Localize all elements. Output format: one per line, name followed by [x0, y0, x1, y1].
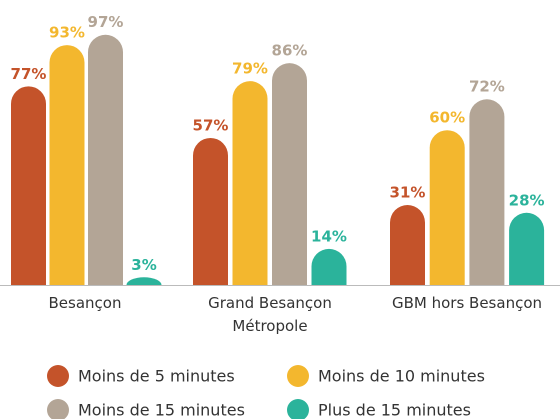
bar [49, 45, 85, 286]
legend-marker [287, 399, 309, 419]
value-label: 28% [509, 191, 545, 209]
legend-marker [287, 365, 309, 387]
legend-label: Plus de 15 minutes [318, 401, 471, 419]
bar [272, 63, 307, 286]
bar [469, 99, 505, 286]
value-label: 77% [11, 65, 47, 83]
value-label: 86% [272, 42, 308, 60]
bar [193, 137, 228, 285]
value-label: 60% [429, 109, 465, 127]
bar [126, 277, 162, 285]
legend-marker [47, 399, 69, 419]
value-label: 79% [232, 60, 268, 78]
value-label: 93% [49, 24, 85, 42]
legend-marker [47, 365, 69, 387]
bar [509, 212, 545, 285]
legend-label: Moins de 15 minutes [78, 401, 245, 419]
legend-label: Moins de 10 minutes [318, 367, 485, 386]
bar [311, 248, 347, 285]
bar [232, 81, 268, 286]
bar [390, 205, 425, 285]
category-label: GBM hors Besançon [391, 294, 543, 312]
category-label: Grand Besançon Métropole [208, 294, 332, 335]
bar [88, 34, 123, 285]
category-label: Besançon [48, 294, 122, 312]
value-label: 14% [311, 227, 347, 245]
value-label: 72% [469, 78, 505, 96]
value-label: 3% [131, 256, 156, 274]
bar [429, 130, 465, 285]
bar [11, 86, 46, 285]
value-label: 57% [193, 116, 229, 134]
value-label: 97% [88, 13, 124, 31]
value-label: 31% [390, 184, 426, 202]
legend-label: Moins de 5 minutes [78, 367, 235, 386]
